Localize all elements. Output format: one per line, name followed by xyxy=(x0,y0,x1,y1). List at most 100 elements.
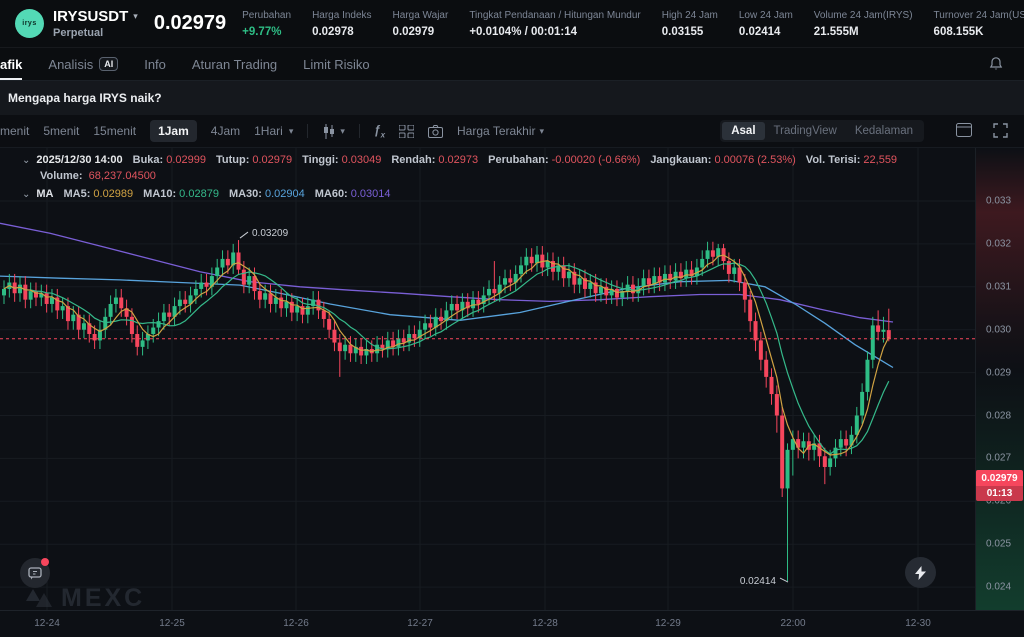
symbol-block[interactable]: IRYSUSDT ▾ Perpetual xyxy=(53,8,138,39)
volume-value: 68,237.04500 xyxy=(88,170,156,182)
stat-label: Tingkat Pendanaan / Hitungan Mundur xyxy=(469,9,641,21)
ohlc-field-label: Rendah: xyxy=(391,154,436,166)
ma-label: MA60: xyxy=(314,188,348,200)
nav-tab-label: Limit Risiko xyxy=(303,56,370,72)
svg-text:0.02414: 0.02414 xyxy=(740,576,777,587)
chart-plot[interactable]: 0.03209 0.02414 xyxy=(0,148,975,610)
interval-1jam[interactable]: 1Jam xyxy=(150,120,197,142)
interval-1hari[interactable]: 1Hari xyxy=(254,124,283,138)
time-axis-label: 12-28 xyxy=(532,618,558,629)
nav-tab-afik[interactable]: afik xyxy=(0,48,23,80)
collapse-chevron-icon[interactable]: ⌄ xyxy=(22,155,31,166)
divider xyxy=(307,124,309,138)
current-price-value: 0.02979 xyxy=(981,472,1018,484)
nav-tab-label: Info xyxy=(144,56,166,72)
volume-label: Volume: xyxy=(40,170,83,182)
stat-label: Volume 24 Jam(IRYS) xyxy=(813,9,913,21)
ohlc-field-label: Tinggi: xyxy=(302,154,339,166)
view-tab-tradingview[interactable]: TradingView xyxy=(773,125,837,137)
nav-tab-aturan-trading[interactable]: Aturan Trading xyxy=(192,48,277,80)
current-price-tag: 0.02979 01:13 xyxy=(976,469,1023,501)
time-axis-label: 12-27 xyxy=(407,618,433,629)
stat-value: 0.02414 xyxy=(738,25,781,38)
interval-15menit[interactable]: 15menit xyxy=(93,124,137,138)
layout-settings-icon[interactable] xyxy=(399,124,415,138)
view-tab-asal[interactable]: Asal xyxy=(722,122,765,140)
mexc-logo-text: MEXC xyxy=(61,584,146,612)
ohlc-field-label: Tutup: xyxy=(215,154,250,166)
interval-more-caret[interactable]: ▾ xyxy=(288,125,294,136)
nav-tab-analisis[interactable]: Analisis AI xyxy=(48,48,119,80)
time-axis-label: 22:00 xyxy=(780,618,806,629)
interval-5menit[interactable]: 5menit xyxy=(43,124,80,138)
camera-icon[interactable] xyxy=(428,124,444,138)
nav-tab-label: Aturan Trading xyxy=(191,56,278,72)
nav-tab-info[interactable]: Info xyxy=(144,48,166,80)
window-layout-icon[interactable] xyxy=(956,123,972,142)
ai-badge: AI xyxy=(99,57,119,71)
price-axis[interactable]: 0.033 0.032 0.031 0.030 0.029 0.028 0.027 0.026… xyxy=(975,148,1024,610)
time-axis-label: 12-24 xyxy=(34,618,60,629)
nav-tab-label: Analisis xyxy=(48,56,94,72)
stat-label: Harga Indeks xyxy=(312,9,372,21)
price-axis-label: 0.027 xyxy=(986,452,1012,464)
price-axis-label: 0.026 xyxy=(986,495,1012,507)
page-tabs: afik Analisis AI Info Aturan Trading Limit Ri… xyxy=(0,48,1024,81)
bell-icon[interactable] xyxy=(988,56,1004,72)
price-axis-label: 0.030 xyxy=(986,324,1012,336)
price-axis-label: 0.024 xyxy=(986,581,1012,593)
collapse-chevron-icon[interactable]: ⌄ xyxy=(22,189,31,200)
price-axis-label: 0.028 xyxy=(986,410,1012,421)
last-price: 0.02979 xyxy=(153,12,227,34)
indicators-fx-icon[interactable]: ƒx xyxy=(373,122,386,140)
volume-line: Volume: 68,237.04500 xyxy=(40,170,156,182)
price-axis-label: 0.032 xyxy=(986,238,1012,250)
stat-value: 21.555M xyxy=(813,25,859,38)
nav-tab-label: afik xyxy=(0,56,23,72)
ticker-stats: Perubahan +9.77% Harga Indeks 0.02978 Harga … xyxy=(242,10,1024,38)
news-banner[interactable]: Mengapa harga IRYS naik? xyxy=(0,81,1024,115)
chevron-down-icon: ▾ xyxy=(133,11,138,21)
candle-countdown: 01:13 xyxy=(976,485,1023,501)
ma-value: 0.02989 xyxy=(93,188,134,200)
price-axis-label: 0.033 xyxy=(986,195,1012,207)
time-axis-label: 12-30 xyxy=(905,618,931,629)
candlestick-chart[interactable]: 0.03209 0.02414 ⌄ 2025/12/30 14:00 Buka: 0.0… xyxy=(0,148,1024,613)
price-type-dropdown[interactable]: Harga Terakhir ▾ xyxy=(457,124,545,138)
ohlc-field-label: Jangkauan: xyxy=(650,154,712,166)
ohlc-info-line: ⌄ 2025/12/30 14:00 Buka: 0.02999 Tutup: 0.029… xyxy=(22,154,897,166)
stat-label: Perubahan xyxy=(242,9,292,21)
svg-text:0.03209: 0.03209 xyxy=(252,228,289,239)
stat-value: 0.02978 xyxy=(312,25,354,38)
mexc-watermark: MEXC xyxy=(24,584,145,613)
ticker-stat: Perubahan +9.77% xyxy=(242,10,291,38)
ohlc-field-value: -0.00020 (-0.66%) xyxy=(551,154,641,166)
ma-value: 0.02879 xyxy=(179,188,219,200)
ticker-stat: Volume 24 Jam(IRYS) 21.555M xyxy=(814,10,913,38)
view-tab-kedalaman[interactable]: Kedalaman xyxy=(854,125,913,137)
ma-value: 0.03014 xyxy=(350,188,391,200)
price-axis-label: 0.029 xyxy=(986,367,1012,379)
time-axis-label: 12-25 xyxy=(159,618,185,629)
contract-type-label: Perpetual xyxy=(53,27,104,39)
ohlc-field-value: 0.00076 (2.53%) xyxy=(714,154,796,166)
nav-tab-limit-risiko[interactable]: Limit Risiko xyxy=(303,48,369,80)
mexc-logo-icon xyxy=(26,588,52,607)
fullscreen-icon[interactable] xyxy=(993,123,1008,143)
ohlc-field-label: Perubahan: xyxy=(488,154,549,166)
chat-support-button[interactable] xyxy=(20,558,50,588)
interval-4jam[interactable]: 4Jam xyxy=(210,124,241,138)
stat-label: High 24 Jam xyxy=(661,9,718,21)
candle-style-icon[interactable]: ▾ xyxy=(322,123,345,139)
notification-dot xyxy=(41,558,49,566)
coin-logo-icon: irys xyxy=(15,9,44,38)
time-axis[interactable]: 12-24 12-25 12-26 12-27 12-28 12-29 22:00 12-30 xyxy=(0,610,1024,637)
interval-menit[interactable]: menit xyxy=(0,124,30,138)
ohlc-field-value: 0.02979 xyxy=(252,154,293,166)
quick-trade-button[interactable] xyxy=(905,557,936,588)
price-type-label: Harga Terakhir xyxy=(457,124,536,138)
ma-label: MA30: xyxy=(228,188,262,200)
ticker-stat: Low 24 Jam 0.02414 xyxy=(739,10,793,38)
chart-toolbar: menit 5menit 15menit 1Jam 4Jam 1Hari ▾ ▾ ƒx H… xyxy=(0,115,1024,148)
ma-title: MA xyxy=(36,188,54,200)
